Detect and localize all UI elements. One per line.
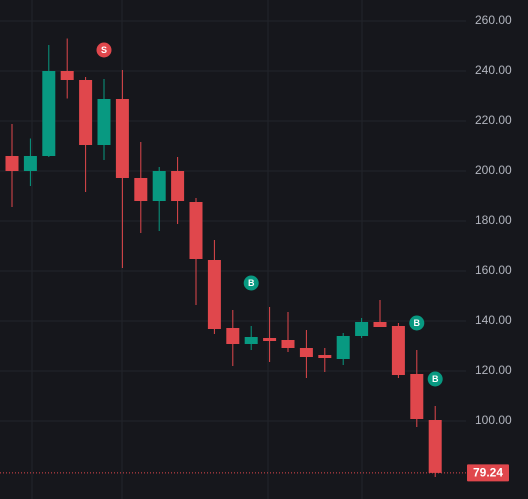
y-tick-label: 220.00 (475, 113, 512, 127)
y-tick-label: 160.00 (475, 263, 512, 277)
candle-body (189, 202, 203, 259)
candle-body (318, 355, 332, 358)
candle-body (299, 348, 313, 357)
candle-body (134, 178, 148, 201)
last-price-box (467, 464, 509, 482)
candle-body (115, 99, 129, 178)
signal-marker (427, 371, 443, 387)
signal-marker (409, 315, 425, 331)
candle-body (97, 99, 111, 145)
candle-body (226, 328, 240, 344)
y-tick-label: 120.00 (475, 363, 512, 377)
candle-body (152, 171, 166, 201)
candle-body (391, 326, 405, 375)
signal-label: B (414, 318, 421, 328)
candle-body (5, 156, 19, 171)
candle-body (263, 338, 277, 341)
candle-body (42, 71, 56, 156)
candle-body (336, 336, 350, 359)
y-tick-label: 100.00 (475, 413, 512, 427)
candle-body (171, 171, 185, 201)
signal-marker (243, 275, 259, 291)
candle-body (79, 80, 93, 145)
candle-body (244, 337, 258, 344)
y-tick-label: 180.00 (475, 213, 512, 227)
candle-body (60, 71, 74, 80)
candle-body (281, 340, 295, 348)
candle-body (355, 322, 369, 336)
candle-body (410, 374, 424, 419)
candle-body (23, 156, 37, 171)
last-price-label: 79.24 (473, 466, 503, 480)
y-tick-label: 260.00 (475, 13, 512, 27)
y-tick-label: 200.00 (475, 163, 512, 177)
signal-label: B (248, 278, 255, 288)
signal-label: S (101, 45, 107, 55)
candle-body (207, 260, 221, 329)
candle-body (428, 420, 442, 473)
candle-body (373, 322, 387, 327)
signal-marker (96, 42, 112, 58)
y-tick-label: 240.00 (475, 63, 512, 77)
signal-label: B (432, 374, 439, 384)
y-tick-label: 140.00 (475, 313, 512, 327)
